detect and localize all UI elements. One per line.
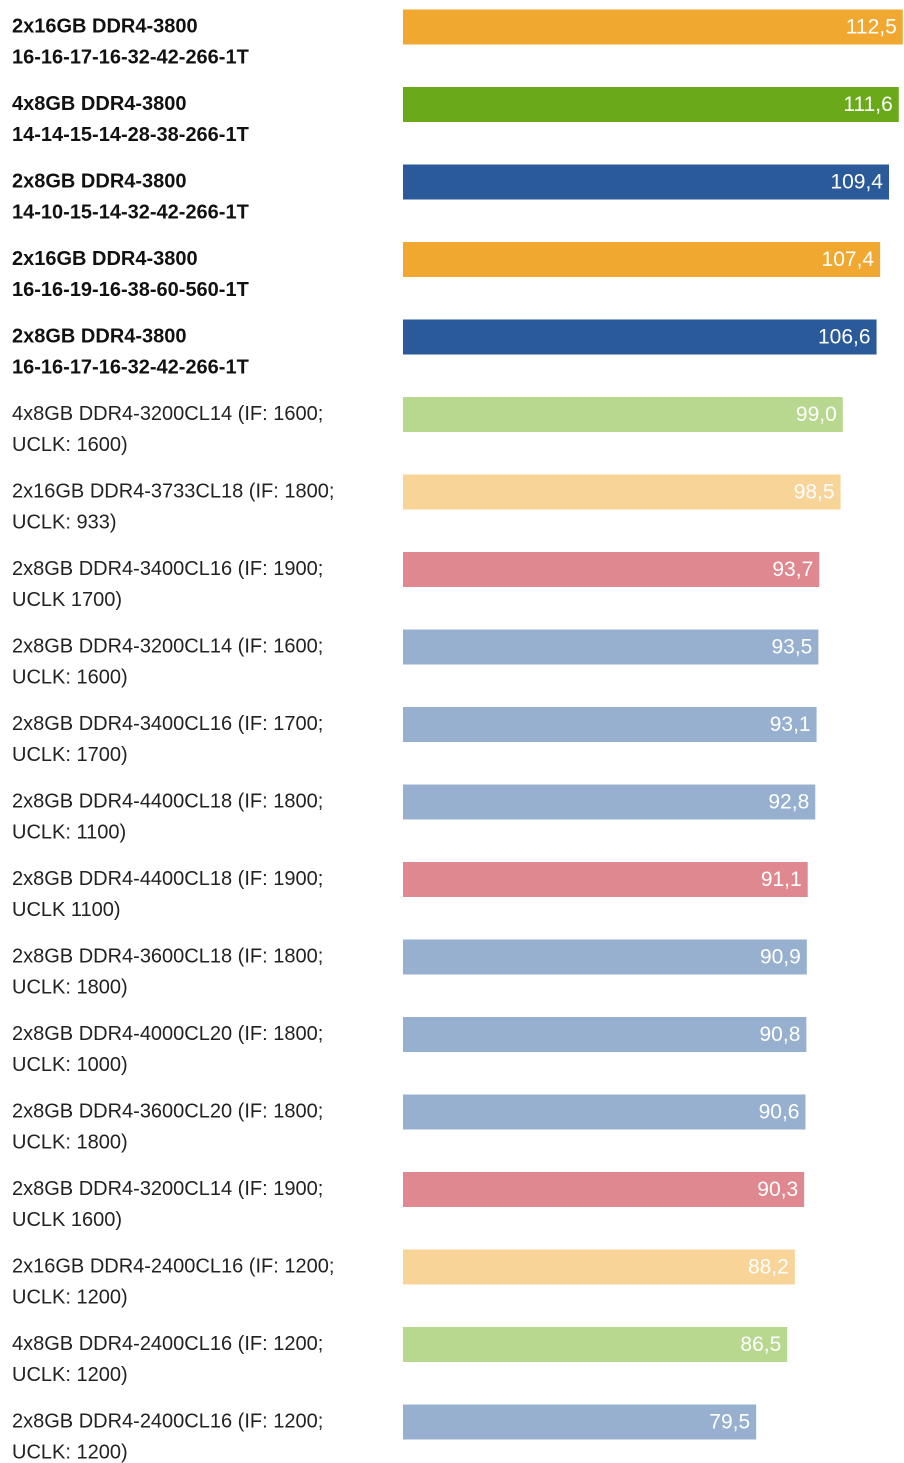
category-label: 2x16GB DDR4-3733CL18 (IF: 1800; [12,480,334,502]
category-label: UCLK 1700) [12,589,122,611]
category-label: UCLK: 1200) [12,1441,128,1463]
category-label: UCLK: 1100) [12,821,126,843]
value-label: 86,5 [740,1333,781,1356]
category-label: 2x8GB DDR4-3200CL14 (IF: 1900; [12,1178,323,1200]
category-label: 2x8GB DDR4-3400CL16 (IF: 1900; [12,558,323,580]
value-label: 111,6 [843,93,892,116]
bar [403,1404,757,1440]
category-label: 4x8GB DDR4-3200CL14 (IF: 1600; [12,403,323,425]
value-label: 88,2 [748,1256,789,1279]
category-label: UCLK: 1800) [12,1131,128,1153]
bar [403,474,841,510]
bar [403,9,903,45]
bar [403,242,881,277]
bar [403,319,877,355]
category-label: 2x8GB DDR4-4000CL20 (IF: 1800; [12,1023,323,1045]
value-label: 90,8 [760,1023,801,1046]
value-label: 93,1 [770,713,811,736]
value-label: 98,5 [794,481,835,504]
value-label: 107,4 [822,248,875,271]
category-label: UCLK: 1200) [12,1286,128,1308]
category-label: 2x8GB DDR4-3800 [12,170,187,192]
value-label: 99,0 [796,403,837,426]
category-label: UCLK: 1800) [12,976,128,998]
value-label: 92,8 [768,791,809,814]
category-label: 14-14-15-14-28-38-266-1T [12,124,249,146]
category-label: 2x16GB DDR4-3800 [12,248,198,270]
category-label: UCLK: 933) [12,511,117,533]
bar [403,164,890,200]
category-label: 16-16-17-16-32-42-266-1T [12,46,249,68]
category-label: 2x16GB DDR4-2400CL16 (IF: 1200; [12,1255,334,1277]
category-label: UCLK: 1700) [12,744,128,766]
value-label: 91,1 [761,868,802,891]
value-label: 93,5 [771,636,812,659]
value-label: 93,7 [772,558,813,581]
bar [403,784,816,820]
bar [403,1172,805,1207]
category-label: 2x8GB DDR4-2400CL16 (IF: 1200; [12,1410,323,1432]
category-label: 2x8GB DDR4-3800 [12,325,187,347]
category-label: UCLK: 1600) [12,434,128,456]
bar [403,397,843,432]
bar [403,1017,807,1052]
category-label: 2x8GB DDR4-3600CL20 (IF: 1800; [12,1100,323,1122]
bar [403,707,817,742]
bar [403,1327,788,1362]
bar [403,629,819,665]
value-label: 106,6 [818,326,871,349]
bar [403,1249,795,1285]
value-label: 79,5 [709,1411,750,1434]
category-label: 2x8GB DDR4-3400CL16 (IF: 1700; [12,713,323,735]
category-label: 2x16GB DDR4-3800 [12,15,198,37]
bar [403,87,899,122]
category-label: UCLK 1100) [12,899,121,921]
category-label: 2x8GB DDR4-4400CL18 (IF: 1800; [12,790,323,812]
value-label: 109,4 [830,171,883,194]
category-label: 2x8GB DDR4-3600CL18 (IF: 1800; [12,945,323,967]
bar [403,552,820,587]
category-label: 14-10-15-14-32-42-266-1T [12,201,249,223]
category-label: UCLK: 1000) [12,1054,128,1076]
bar [403,939,807,975]
bar [403,862,808,897]
category-label: UCLK: 1600) [12,666,128,688]
category-label: 4x8GB DDR4-3800 [12,93,187,115]
value-label: 90,3 [757,1178,798,1201]
category-label: 16-16-17-16-32-42-266-1T [12,356,249,378]
category-label: 16-16-19-16-38-60-560-1T [12,279,249,301]
category-label: 2x8GB DDR4-3200CL14 (IF: 1600; [12,635,323,657]
bar [403,1094,806,1130]
value-label: 112,5 [846,16,897,39]
category-label: UCLK 1600) [12,1209,122,1231]
category-label: UCLK: 1200) [12,1364,128,1386]
category-label: 2x8GB DDR4-4400CL18 (IF: 1900; [12,868,323,890]
value-label: 90,6 [759,1101,800,1124]
value-label: 90,9 [760,946,801,969]
category-label: 4x8GB DDR4-2400CL16 (IF: 1200; [12,1333,323,1355]
